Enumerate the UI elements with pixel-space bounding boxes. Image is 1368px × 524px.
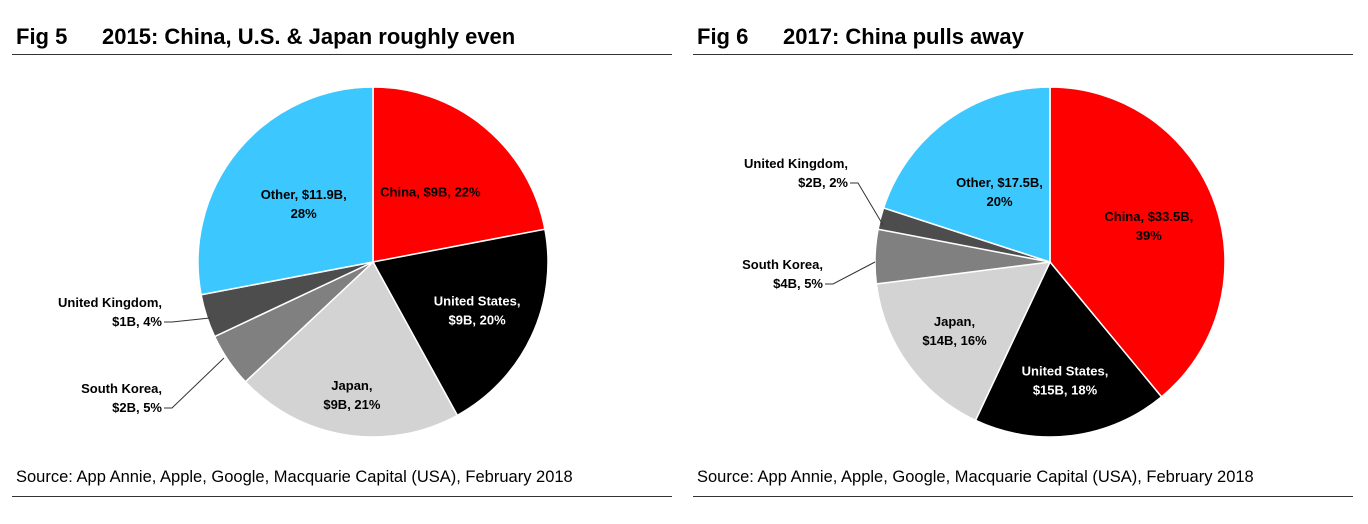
slice-label-other: Other, $11.9B, <box>261 187 347 202</box>
slice-label-japan: Japan, <box>934 314 975 329</box>
slice-label-other: 28% <box>291 206 317 221</box>
slice-label-united-kingdom: United Kingdom, <box>744 156 848 171</box>
figure-6-label: Fig 6 <box>697 24 749 49</box>
slice-label-united-kingdom: United Kingdom, <box>58 295 162 310</box>
slice-label-south-korea: South Korea, <box>81 381 162 396</box>
slice-label-china: 39% <box>1136 228 1162 243</box>
slice-label-united-states: United States, <box>1022 364 1109 379</box>
slice-label-other: Other, $17.5B, <box>956 175 1043 190</box>
slice-label-japan: $14B, 16% <box>922 333 987 348</box>
figure-5-title: 2015: China, U.S. & Japan roughly even <box>102 24 516 49</box>
pie-slice-united-states <box>974 260 1163 438</box>
figure-6-pie-chart: China, $33.5B, 39% United States, $15B, 18%… <box>742 86 1226 438</box>
figure-5-panel: Fig 5 2015: China, U.S. & Japan roughly … <box>12 0 672 524</box>
slice-label-south-korea: $2B, 5% <box>112 400 162 415</box>
figure-5-source: Source: App Annie, Apple, Google, Macqua… <box>16 468 573 486</box>
slice-label-south-korea: $4B, 5% <box>773 276 823 291</box>
slice-label-united-kingdom: $2B, 2% <box>798 175 848 190</box>
slice-label-china: China, $9B, 22% <box>380 185 481 200</box>
figure-5-header: Fig 5 2015: China, U.S. & Japan roughly … <box>12 20 672 55</box>
figure-6-panel: Fig 6 2017: China pulls away China, $33.… <box>693 0 1353 524</box>
figure-6-title: 2017: China pulls away <box>783 24 1024 49</box>
slice-label-japan: $9B, 21% <box>323 397 381 412</box>
slice-label-south-korea: South Korea, <box>742 257 823 272</box>
pie-slice-other <box>882 86 1051 264</box>
pie-slice-china <box>372 86 546 263</box>
pie-slice-other <box>197 86 374 296</box>
slice-label-united-kingdom: $1B, 4% <box>112 314 162 329</box>
slice-label-japan: Japan, <box>331 378 372 393</box>
figure-5-footer-rule <box>12 496 672 497</box>
slice-label-united-states: $9B, 20% <box>449 313 507 328</box>
figure-6-footer-rule <box>693 496 1353 497</box>
leader-line-south-korea <box>164 357 225 409</box>
pie-slice-japan <box>244 260 459 438</box>
leader-line-united-kingdom <box>850 182 884 226</box>
slice-label-china: China, $33.5B, <box>1104 209 1193 224</box>
figure-5-label: Fig 5 <box>16 24 68 49</box>
figure-6-source: Source: App Annie, Apple, Google, Macqua… <box>697 468 1254 486</box>
figure-6-header: Fig 6 2017: China pulls away <box>693 20 1353 55</box>
slice-label-united-states: United States, <box>434 294 521 309</box>
slice-label-other: 20% <box>986 194 1012 209</box>
pie-slice-united-states <box>371 228 549 417</box>
leader-line-united-kingdom <box>164 317 211 323</box>
leader-line-south-korea <box>825 261 876 285</box>
slice-label-united-states: $15B, 18% <box>1033 383 1098 398</box>
figure-5-pie-chart: China, $9B, 22% United States, $9B, 20% Jap… <box>58 86 549 438</box>
pie-slice-china <box>1049 86 1226 398</box>
pie-slice-japan <box>875 261 1052 422</box>
